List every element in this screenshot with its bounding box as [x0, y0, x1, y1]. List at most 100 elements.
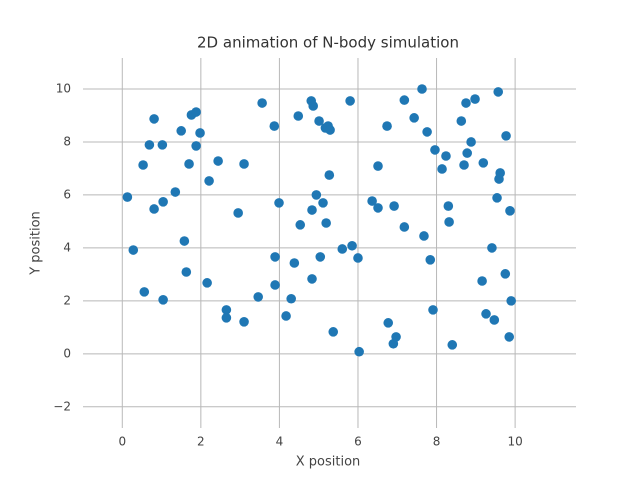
point: [373, 161, 383, 171]
point: [144, 140, 155, 150]
point: [191, 107, 201, 117]
point: [456, 116, 467, 126]
point: [501, 131, 511, 141]
point: [437, 164, 447, 174]
point: [324, 170, 335, 180]
point: [367, 196, 377, 206]
point: [506, 296, 516, 306]
point: [321, 218, 331, 228]
point: [382, 121, 392, 131]
point: [487, 243, 497, 253]
point: [383, 318, 394, 328]
point: [447, 340, 458, 350]
point: [347, 240, 357, 251]
point: [399, 222, 410, 232]
point: [345, 96, 355, 106]
point: [139, 287, 150, 297]
point: [281, 311, 291, 321]
y-tick-label: 6: [63, 187, 71, 201]
point: [422, 127, 432, 137]
x-tick-label: 2: [197, 435, 205, 449]
point: [295, 220, 306, 230]
point: [213, 156, 223, 166]
point: [149, 204, 159, 214]
point: [425, 255, 436, 265]
point: [500, 269, 511, 279]
point: [233, 208, 243, 218]
point: [179, 236, 190, 246]
point: [181, 267, 192, 277]
point: [221, 305, 232, 315]
point: [489, 315, 500, 325]
point: [307, 205, 317, 215]
point: [477, 276, 487, 286]
point: [325, 125, 335, 135]
point: [315, 252, 326, 262]
point: [307, 274, 317, 284]
x-tick-label: 0: [118, 435, 126, 449]
point: [204, 176, 214, 186]
point: [149, 114, 159, 124]
x-tick-label: 8: [433, 435, 441, 449]
point: [253, 292, 264, 302]
point: [318, 198, 328, 208]
y-tick-label: −2: [53, 399, 71, 413]
point: [170, 187, 181, 197]
point: [399, 95, 410, 105]
point: [419, 231, 429, 241]
point: [466, 137, 476, 147]
point: [308, 101, 318, 111]
point: [286, 293, 296, 304]
point: [184, 159, 194, 169]
point: [158, 295, 168, 305]
point: [493, 87, 504, 97]
point: [270, 252, 280, 262]
y-tick-label: 8: [63, 134, 71, 148]
point: [191, 141, 201, 151]
point: [293, 111, 304, 121]
point: [495, 168, 505, 178]
point: [239, 316, 249, 327]
point: [505, 206, 515, 216]
point: [443, 201, 454, 211]
point: [274, 198, 284, 208]
point: [459, 160, 469, 170]
point: [239, 159, 249, 169]
point: [417, 84, 427, 94]
point: [289, 258, 300, 268]
point: [353, 253, 363, 263]
point: [373, 203, 383, 213]
point: [221, 313, 232, 323]
point: [176, 126, 187, 136]
point: [158, 197, 168, 207]
point: [128, 245, 139, 255]
x-axis-label: X position: [296, 455, 361, 470]
point: [441, 151, 451, 161]
point: [430, 145, 440, 155]
y-tick-label: 4: [63, 240, 71, 254]
x-tick-label: 4: [276, 435, 284, 449]
point: [409, 113, 419, 123]
point: [428, 305, 438, 315]
point: [269, 121, 280, 131]
point: [311, 190, 322, 200]
y-tick-label: 2: [63, 293, 71, 307]
point: [337, 244, 348, 254]
point: [328, 327, 339, 337]
point: [391, 332, 401, 342]
point: [195, 128, 205, 138]
point: [138, 160, 148, 170]
point: [257, 98, 267, 108]
point: [481, 309, 491, 319]
chart-title: 2D animation of N-body simulation: [197, 34, 459, 52]
y-axis-label: Y position: [29, 211, 44, 276]
y-tick-label: 0: [63, 346, 71, 360]
point: [270, 280, 280, 290]
point: [202, 278, 212, 288]
point: [354, 346, 364, 357]
x-tick-label: 6: [354, 435, 362, 449]
point: [461, 98, 471, 108]
point: [444, 217, 454, 227]
point: [122, 192, 133, 202]
